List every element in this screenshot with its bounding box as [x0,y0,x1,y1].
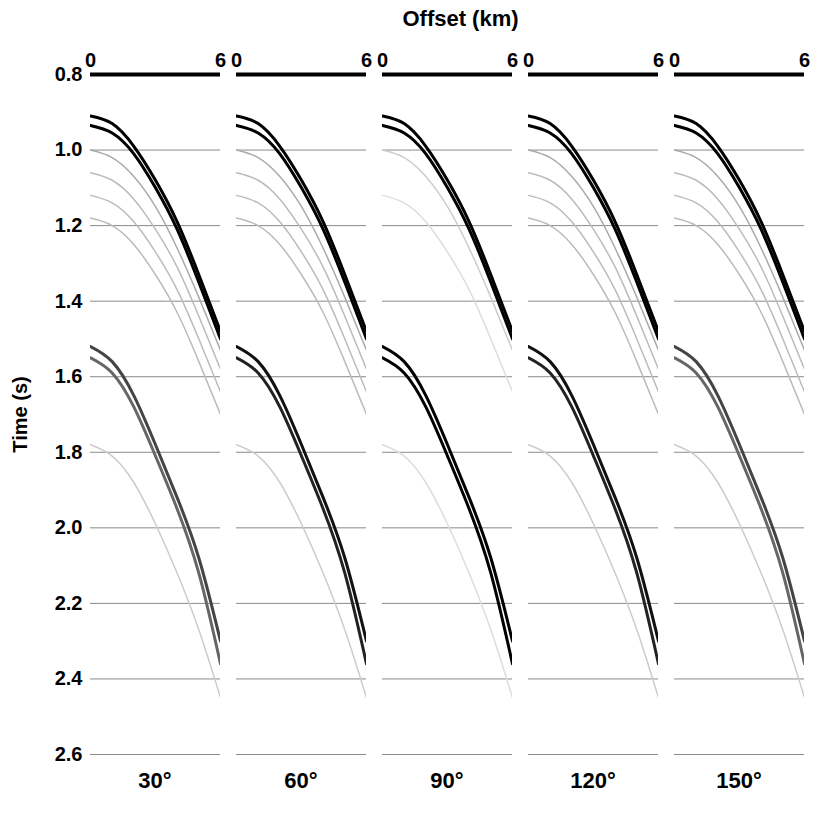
svg-text:0: 0 [523,49,534,71]
svg-text:0.8: 0.8 [55,63,83,85]
svg-text:1.2: 1.2 [55,214,83,236]
html-text:30°: 30° [138,768,172,793]
svg-text:2.4: 2.4 [55,667,84,689]
svg-text:2.0: 2.0 [55,516,83,538]
html-text:60°: 60° [284,768,318,793]
svg-text:6: 6 [361,49,372,71]
html-text:150°: 150° [716,768,762,793]
svg-text:Time (s): Time (s) [9,376,31,452]
svg-text:1.4: 1.4 [55,290,84,312]
html-text:90°: 90° [430,768,464,793]
svg-text:0: 0 [669,49,680,71]
svg-text:1.8: 1.8 [55,441,83,463]
svg-text:6: 6 [507,49,518,71]
svg-text:1.0: 1.0 [55,138,83,160]
html-text:Offset (km): Offset (km) [402,6,519,31]
svg-text:6: 6 [653,49,664,71]
svg-text:6: 6 [215,49,226,71]
svg-text:2.6: 2.6 [55,743,83,765]
svg-text:0: 0 [377,49,388,71]
svg-text:1.6: 1.6 [55,365,83,387]
svg-text:2.2: 2.2 [55,592,83,614]
svg-text:6: 6 [799,49,810,71]
html-text:120°: 120° [570,768,616,793]
svg-text:0: 0 [85,49,96,71]
svg-text:0: 0 [231,49,242,71]
